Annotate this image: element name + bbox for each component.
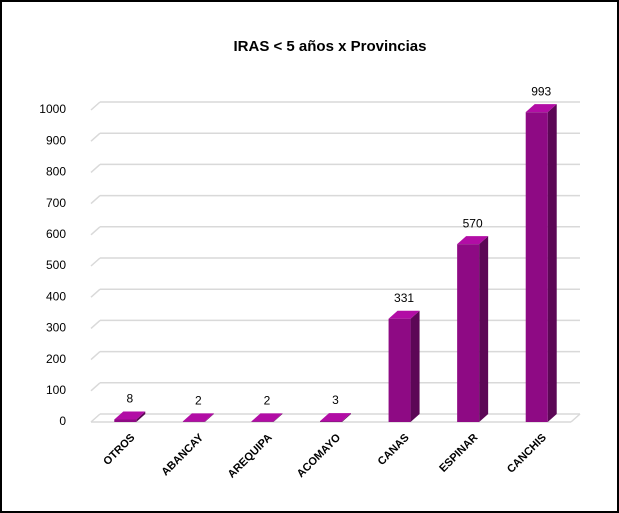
bar — [251, 421, 274, 422]
bar-side — [204, 413, 214, 422]
bar-side — [410, 310, 420, 422]
y-tick-label: 100 — [46, 383, 66, 397]
grid-line — [90, 132, 101, 142]
bar — [388, 318, 411, 422]
bar — [525, 112, 548, 423]
grid-line — [90, 257, 101, 267]
grid-line — [90, 319, 101, 329]
bar — [457, 244, 480, 422]
bar-top — [525, 104, 557, 113]
bar-side — [342, 413, 351, 422]
y-tick-label: 1000 — [39, 102, 66, 116]
grid-line — [90, 226, 101, 236]
bar-side — [479, 236, 489, 422]
value-label: 8 — [126, 392, 133, 406]
bar-side — [273, 413, 283, 422]
floor-line — [570, 413, 581, 423]
grid-line — [90, 288, 101, 298]
grid-line — [90, 351, 101, 361]
value-label: 2 — [195, 394, 202, 408]
chart-title: IRAS < 5 años x Provincias — [233, 38, 426, 55]
grid-line — [90, 382, 101, 392]
bar-top — [182, 413, 214, 422]
y-tick-label: 900 — [46, 133, 66, 147]
y-tick-label: 300 — [46, 321, 66, 335]
y-tick-label: 0 — [59, 414, 66, 428]
bar — [182, 421, 205, 422]
grid-line — [90, 101, 101, 111]
y-tick-label: 400 — [46, 289, 66, 303]
bar-side — [136, 411, 146, 422]
y-tick-label: 500 — [46, 258, 66, 272]
bar-top — [114, 411, 146, 420]
value-label: 3 — [332, 393, 339, 407]
bar-top — [388, 310, 420, 319]
y-tick-label: 600 — [46, 227, 66, 241]
y-tick-label: 700 — [46, 196, 66, 210]
value-label: 2 — [264, 394, 271, 408]
value-label: 993 — [531, 84, 551, 98]
value-label: 331 — [394, 291, 414, 305]
bar-top — [457, 236, 489, 245]
grid-line — [90, 163, 101, 173]
bar-side — [547, 104, 557, 423]
bar-top — [251, 413, 283, 422]
grid-line — [90, 413, 101, 423]
grid-line — [90, 195, 101, 205]
bar — [320, 421, 342, 422]
value-label: 570 — [463, 216, 483, 230]
bar-top — [320, 413, 351, 422]
y-tick-label: 800 — [46, 165, 66, 179]
y-tick-label: 200 — [46, 352, 66, 366]
bar — [114, 419, 137, 422]
